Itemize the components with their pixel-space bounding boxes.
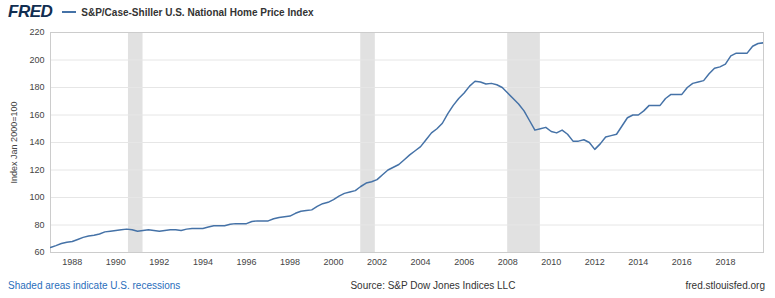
svg-text:2014: 2014: [628, 257, 648, 267]
svg-text:1988: 1988: [62, 257, 82, 267]
html-text:S&P/Case-Shiller U.S. National: S&P/Case-Shiller U.S. National Home Pric…: [81, 6, 314, 18]
svg-text:2018: 2018: [715, 257, 735, 267]
html-text:FRED: FRED: [8, 2, 53, 21]
svg-text:2002: 2002: [367, 257, 387, 267]
svg-text:2008: 2008: [498, 257, 518, 267]
svg-text:60: 60: [34, 247, 44, 257]
svg-text:100: 100: [29, 192, 44, 202]
svg-text:80: 80: [34, 220, 44, 230]
svg-text:120: 120: [29, 165, 44, 175]
svg-text:1994: 1994: [193, 257, 213, 267]
html-text:Source: S&P Dow Jones Indices: Source: S&P Dow Jones Indices LLC: [350, 279, 516, 291]
html-text:Shaded areas indicate U.S. rec: Shaded areas indicate U.S. recessions: [8, 279, 181, 291]
svg-text:2000: 2000: [324, 257, 344, 267]
svg-text:2006: 2006: [454, 257, 474, 267]
svg-text:180: 180: [29, 82, 44, 92]
svg-text:1996: 1996: [236, 257, 256, 267]
svg-text:220: 220: [29, 27, 44, 37]
svg-text:160: 160: [29, 110, 44, 120]
svg-text:2004: 2004: [411, 257, 431, 267]
svg-text:1998: 1998: [280, 257, 300, 267]
svg-text:Index Jan 2000=100: Index Jan 2000=100: [9, 102, 19, 184]
svg-text:140: 140: [29, 137, 44, 147]
svg-text:200: 200: [29, 55, 44, 65]
svg-text:1992: 1992: [149, 257, 169, 267]
html-text:fred.stlouisfed.org: fred.stlouisfed.org: [685, 279, 765, 291]
svg-text:2012: 2012: [585, 257, 605, 267]
svg-text:1990: 1990: [106, 257, 126, 267]
svg-text:2016: 2016: [672, 257, 692, 267]
svg-text:2010: 2010: [541, 257, 561, 267]
